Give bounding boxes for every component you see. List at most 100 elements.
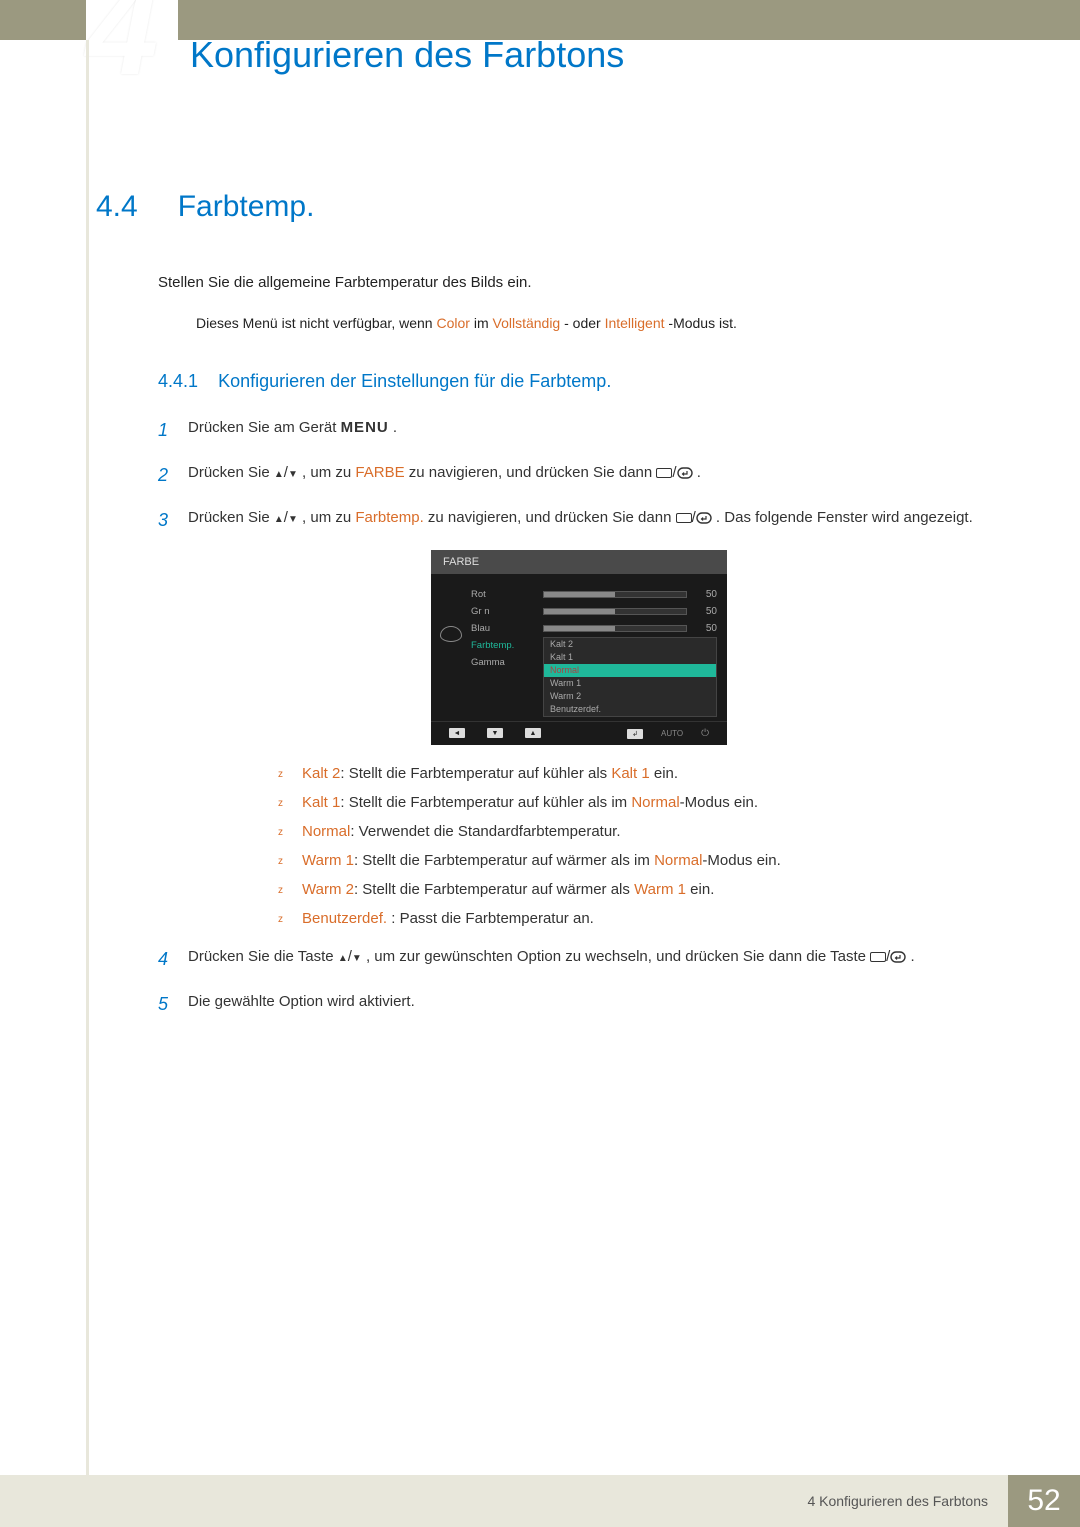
step-text: Drücken Sie die Taste / , um zur gewünsc… [188,945,1000,974]
option-text: Kalt 1: Stellt die Farbtemperatur auf kü… [302,794,758,811]
bullet-icon: z [278,794,302,811]
option-item: zWarm 1: Stellt die Farbtemperatur auf w… [278,852,1000,869]
highlight: Kalt 1 [611,765,649,782]
subsection-number: 4.4.1 [158,371,198,391]
bullet-icon: z [278,852,302,869]
option-text: Warm 1: Stellt die Farbtemperatur auf wä… [302,852,781,869]
osd-slider-value: 50 [695,589,717,600]
step-item: 4 Drücken Sie die Taste / , um zur gewün… [158,945,1000,974]
up-arrow-icon [338,948,348,965]
chapter-number: 4 [86,0,150,104]
osd-controls-column: 50 50 50 Kalt 2 Kalt 1 Normal Warm 1 [543,582,727,717]
down-arrow-icon [352,948,362,965]
osd-dropdown-item: Kalt 2 [544,638,716,651]
option-item: zKalt 1: Stellt die Farbtemperatur auf k… [278,794,1000,811]
up-arrow-icon [274,509,284,526]
osd-label: Rot [471,586,543,603]
steps-list: 1 Drücken Sie am Gerät MENU . 2 Drücken … [158,416,1000,1019]
osd-label: Gr n [471,603,543,620]
option-text: Normal: Verwendet die Standardfarbtemper… [302,823,621,840]
down-arrow-icon [288,509,298,526]
highlight: FARBE [355,464,404,481]
highlight: Warm 1 [634,881,686,898]
osd-footer-right: ↲ AUTO ⏻ [627,728,709,739]
option-item: zWarm 2: Stellt die Farbtemperatur auf w… [278,881,1000,898]
option-item: zNormal: Verwendet die Standardfarbtempe… [278,823,1000,840]
osd-key-icon: ◄ [449,728,465,738]
up-arrow-icon [274,464,284,481]
section-heading: 4.4 Farbtemp. [96,190,1000,224]
section-title: Farbtemp. [178,190,315,224]
highlight: Warm 2 [302,881,354,898]
osd-menu: FARBE Rot Gr n Blau Farbtemp. Gamma 50 [431,550,727,745]
osd-slider-row: 50 [543,586,717,603]
enter-icon [677,461,693,485]
option-text: Warm 2: Stellt die Farbtemperatur auf wä… [302,881,714,898]
highlight: Farbtemp. [355,509,423,526]
step-text: Drücken Sie / , um zu Farbtemp. zu navig… [188,506,1000,535]
highlight: Kalt 1 [302,794,340,811]
intro-text: Stellen Sie die allgemeine Farbtemperatu… [158,274,1000,291]
osd-slider-row: 50 [543,620,717,637]
note-callout: Dieses Menü ist nicht verfügbar, wenn Co… [196,315,1000,331]
highlight: Normal [302,823,350,840]
bullet-icon: z [278,765,302,782]
osd-label: Blau [471,620,543,637]
osd-label-selected: Farbtemp. [471,637,543,654]
note-text: -Modus ist. [668,315,736,331]
footer-page-number: 52 [1008,1475,1080,1527]
subsection-heading: 4.4.1 Konfigurieren der Einstellungen fü… [158,371,1000,392]
subsection-title: Konfigurieren der Einstellungen für die … [218,371,611,391]
left-margin-rule [86,40,89,1475]
bullet-icon: z [278,910,302,927]
osd-dropdown-item: Warm 1 [544,677,716,690]
step-number: 3 [158,506,188,535]
palette-icon [440,626,462,642]
osd-auto-label: AUTO [661,729,683,738]
step-item: 3 Drücken Sie / , um zu Farbtemp. zu nav… [158,506,1000,535]
osd-slider-row: 50 [543,603,717,620]
osd-dropdown-item: Benutzerdef. [544,703,716,716]
note-text: - oder [564,315,604,331]
option-item: zKalt 2: Stellt die Farbtemperatur auf k… [278,765,1000,782]
osd-title: FARBE [431,550,727,574]
step-text: Die gewählte Option wird aktiviert. [188,990,1000,1019]
options-list: zKalt 2: Stellt die Farbtemperatur auf k… [278,765,1000,927]
source-icon [676,513,692,523]
osd-slider [543,608,687,615]
source-icon [870,952,886,962]
note-highlight: Vollständig [493,315,561,331]
option-item: zBenutzerdef. : Passt die Farbtemperatur… [278,910,1000,927]
note-text: Dieses Menü ist nicht verfügbar, wenn [196,315,436,331]
osd-key-icon: ↲ [627,729,643,739]
section-number: 4.4 [96,190,138,224]
highlight: Warm 1 [302,852,354,869]
bullet-icon: z [278,823,302,840]
osd-key-icon: ▲ [525,728,541,738]
osd-key-icon: ▼ [487,728,503,738]
bullet-icon: z [278,881,302,898]
osd-label: Gamma [471,654,543,671]
menu-button-label: MENU [341,419,389,436]
osd-dropdown-item-selected: Normal [544,664,716,677]
highlight: Normal [654,852,702,869]
option-text: Benutzerdef. : Passt die Farbtemperatur … [302,910,594,927]
osd-slider [543,625,687,632]
step-number: 2 [158,461,188,490]
highlight: Normal [631,794,679,811]
osd-dropdown-item: Kalt 1 [544,651,716,664]
source-icon [656,468,672,478]
page-footer: 4 Konfigurieren des Farbtons 52 [0,1475,1080,1527]
step-item: 1 Drücken Sie am Gerät MENU . [158,416,1000,445]
content-area: 4.4 Farbtemp. Stellen Sie die allgemeine… [96,190,1000,1035]
osd-slider-value: 50 [695,606,717,617]
highlight: Benutzerdef. [302,910,387,927]
footer-chapter-label: 4 Konfigurieren des Farbtons [0,1475,1008,1527]
step-number: 5 [158,990,188,1019]
note-highlight: Intelligent [605,315,665,331]
osd-footer: ◄ ▼ ▲ ↲ AUTO ⏻ [431,721,727,745]
step-number: 1 [158,416,188,445]
osd-slider-value: 50 [695,623,717,634]
osd-dropdown: Kalt 2 Kalt 1 Normal Warm 1 Warm 2 Benut… [543,637,717,717]
power-icon: ⏻ [701,728,709,739]
